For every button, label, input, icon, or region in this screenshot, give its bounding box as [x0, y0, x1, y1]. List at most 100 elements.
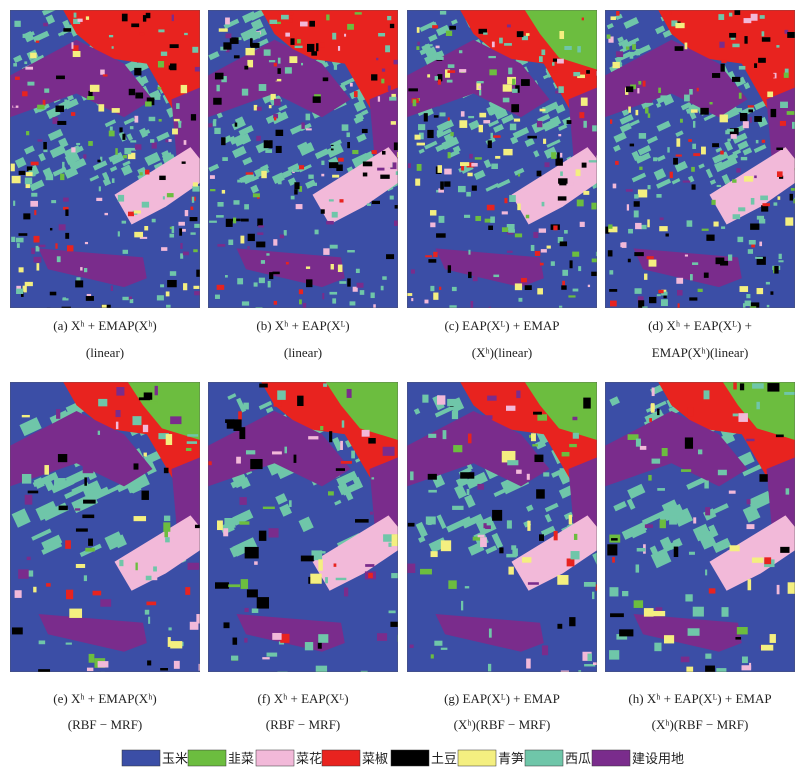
legend-swatch	[591, 749, 631, 767]
map-patch	[162, 196, 165, 200]
map-patch	[751, 557, 764, 563]
map-patch	[551, 152, 557, 159]
map-patch	[353, 100, 367, 112]
map-patch	[635, 152, 651, 164]
map-patch	[447, 64, 455, 68]
map-patch	[340, 460, 352, 464]
map-patch	[557, 575, 569, 585]
map-patch	[546, 245, 551, 249]
map-patch	[527, 135, 537, 139]
map-patch	[42, 99, 46, 106]
map-patch	[314, 148, 329, 160]
map-patch	[407, 563, 416, 573]
map-patch	[168, 65, 172, 70]
map-patch	[102, 74, 108, 77]
map-patch	[129, 126, 134, 130]
map-patch	[583, 190, 590, 195]
map-patch	[504, 43, 512, 46]
map-patch	[418, 536, 426, 543]
map-patch	[778, 253, 782, 260]
map-patch	[389, 195, 394, 200]
map-patch	[489, 69, 497, 76]
map-patch	[108, 34, 114, 38]
map-patch	[275, 78, 282, 82]
map-patch	[209, 175, 215, 179]
map-region	[605, 411, 748, 487]
map-patch	[312, 182, 317, 186]
map-patch	[660, 299, 668, 307]
map-patch	[128, 88, 136, 96]
map-patch	[449, 305, 457, 308]
map-patch	[239, 133, 252, 145]
map-patch	[418, 148, 425, 154]
map-patch	[637, 145, 652, 156]
map-patch	[433, 251, 438, 258]
map-patch	[784, 29, 789, 34]
map-patch	[71, 42, 74, 49]
map-patch	[493, 135, 501, 138]
map-patch	[108, 151, 123, 163]
map-patch	[271, 111, 289, 125]
map-patch	[51, 200, 57, 204]
map-patch	[84, 486, 111, 504]
map-patch	[675, 154, 682, 157]
map-patch	[163, 522, 171, 532]
map-patch	[447, 70, 456, 73]
map-patch	[412, 99, 417, 107]
map-patch	[466, 191, 471, 197]
map-patch	[430, 222, 436, 228]
map-patch	[289, 12, 294, 16]
map-patch	[686, 666, 694, 672]
map-patch	[347, 141, 351, 149]
map-patch	[190, 206, 194, 211]
map-patch	[689, 89, 693, 95]
map-patch	[63, 28, 72, 32]
map-patch	[586, 70, 590, 74]
map-patch	[134, 115, 139, 123]
map-patch	[521, 277, 527, 283]
map-patch	[623, 16, 639, 29]
map-patch	[416, 163, 422, 171]
map-patch	[517, 203, 521, 211]
map-patch	[476, 81, 484, 84]
map-patch	[736, 108, 743, 113]
map-patch	[634, 288, 642, 294]
map-patch	[344, 33, 347, 37]
map-patch	[123, 154, 128, 159]
map-patch	[87, 96, 95, 100]
map-patch	[286, 18, 293, 23]
map-patch	[139, 236, 148, 239]
map-patch	[259, 383, 268, 388]
map-patch	[85, 16, 90, 20]
map-patch	[644, 524, 653, 528]
map-patch	[55, 243, 58, 249]
map-patch	[90, 483, 96, 491]
map-patch	[746, 524, 755, 530]
map-patch	[746, 294, 751, 299]
map-patch	[167, 637, 171, 647]
map-patch	[64, 98, 79, 110]
map-patch	[561, 285, 567, 290]
map-patch	[46, 307, 51, 308]
map-patch	[679, 118, 683, 123]
map-patch	[122, 133, 126, 140]
map-patch	[615, 160, 619, 165]
map-patch	[181, 161, 186, 164]
map-patch	[732, 179, 737, 183]
map-patch	[318, 634, 329, 643]
map-patch	[158, 118, 162, 122]
map-patch	[470, 300, 474, 308]
map-patch	[254, 561, 258, 565]
map-region	[766, 457, 795, 533]
map-patch	[268, 76, 277, 81]
map-patch	[541, 201, 545, 207]
map-patch	[75, 528, 88, 532]
map-patch	[512, 548, 518, 557]
map-patch	[35, 245, 40, 252]
map-patch	[612, 556, 615, 563]
map-patch	[13, 103, 16, 108]
map-patch	[434, 640, 443, 646]
map-patch	[575, 169, 581, 177]
map-patch	[428, 34, 438, 42]
